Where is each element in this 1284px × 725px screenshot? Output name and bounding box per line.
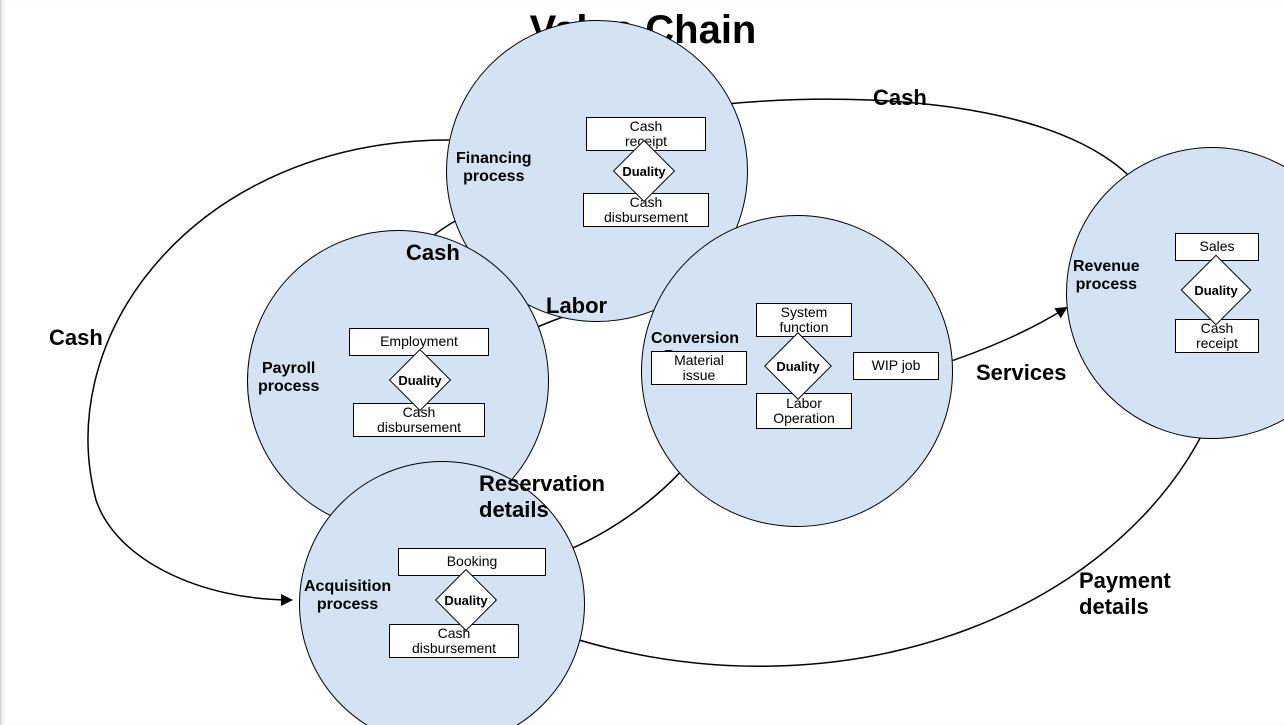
edge-label-acquisition-to-conversion: Reservation details — [479, 471, 605, 523]
edge-conversion-to-revenue — [939, 308, 1066, 365]
edge-label-conversion-to-revenue: Services — [976, 360, 1067, 386]
edge-label-acquisition-to-revenue: Payment details — [1079, 568, 1171, 620]
box-cash-disbursement-acq: Cash disbursement — [389, 624, 519, 658]
box-booking: Booking — [398, 548, 546, 576]
edge-label-revenue-to-financing: Cash — [873, 85, 927, 111]
box-system-function: System function — [756, 303, 852, 337]
box-wip-job: WIP job — [853, 352, 939, 380]
process-label-revenue: Revenue process — [1073, 258, 1140, 295]
box-material-issue: Material issue — [651, 351, 747, 385]
process-label-financing: Financing process — [456, 150, 532, 187]
edge-label-financing-to-payroll-short: Cash — [406, 240, 460, 266]
process-label-payroll: Payroll process — [258, 360, 319, 397]
diagram-canvas: Value Chain Financing processCash receip… — [0, 0, 1284, 725]
process-label-acquisition: Acquisition process — [304, 578, 391, 615]
box-labor-operation: Labor Operation — [756, 393, 852, 429]
edge-label-financing-to-payroll-left: Cash — [49, 325, 103, 351]
edge-revenue-to-financing — [716, 99, 1136, 183]
edge-label-payroll-to-conversion: Labor — [546, 293, 607, 319]
